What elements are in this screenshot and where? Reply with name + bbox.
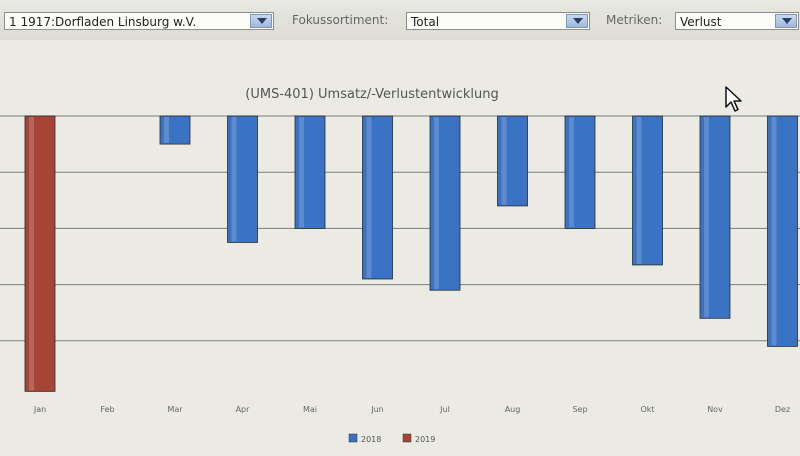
x-tick-label: Jun — [370, 405, 384, 414]
bar-highlight — [704, 117, 709, 318]
x-tick-label: Sep — [572, 405, 587, 414]
bar-highlight — [636, 117, 642, 264]
x-tick-label: Jul — [439, 405, 450, 414]
bar-highlight — [501, 117, 507, 205]
x-tick-label: Jan — [33, 405, 46, 414]
legend-label: 2019 — [415, 435, 435, 444]
store-select-value: 1 1917:Dorfladen Linsburg w.V. — [9, 15, 197, 29]
filter-toolbar: 1 1917:Dorfladen Linsburg w.V. Fokussort… — [0, 0, 800, 41]
bar-2018-nov[interactable] — [699, 115, 731, 319]
bar-2018-sep[interactable] — [564, 115, 596, 229]
bar-2018-apr[interactable] — [227, 115, 258, 243]
x-tick-label: Nov — [707, 405, 723, 414]
bar-highlight — [366, 117, 372, 278]
metrics-label: Metriken: — [606, 13, 663, 27]
metrics-select[interactable]: Verlust — [675, 12, 799, 30]
bar-2018-okt[interactable] — [632, 115, 663, 266]
bar-highlight — [299, 117, 304, 228]
chart-title: (UMS-401) Umsatz/-Verlustentwicklung — [245, 87, 498, 102]
bar-2018-aug[interactable] — [497, 115, 528, 207]
store-select[interactable]: 1 1917:Dorfladen Linsburg w.V. — [4, 12, 274, 30]
legend-swatch — [402, 433, 412, 443]
bar-highlight — [569, 117, 574, 228]
mouse-cursor-icon — [725, 86, 742, 112]
bar-2018-dez[interactable] — [767, 115, 798, 347]
x-tick-label: Aug — [505, 405, 521, 414]
metrics-value: Verlust — [680, 15, 722, 29]
chevron-down-icon[interactable] — [775, 14, 797, 28]
focus-assortment-select[interactable]: Total — [406, 12, 590, 30]
chevron-down-icon[interactable] — [250, 14, 272, 28]
focus-assortment-label: Fokussortiment: — [292, 13, 389, 27]
bar-2018-jul[interactable] — [429, 115, 461, 291]
bar-highlight — [771, 117, 777, 346]
chevron-down-icon[interactable] — [566, 14, 588, 28]
focus-assortment-value: Total — [411, 15, 440, 29]
bar-highlight — [434, 117, 439, 290]
bar-highlight — [231, 117, 237, 242]
x-tick-label: Okt — [640, 405, 654, 414]
bar-2019-jan[interactable] — [24, 115, 56, 392]
x-tick-label: Mar — [167, 405, 183, 414]
legend-label: 2018 — [361, 435, 381, 444]
loss-development-chart: (UMS-401) Umsatz/-Verlustentwicklung Jan… — [0, 87, 800, 444]
bar-highlight — [164, 117, 169, 144]
bar-2018-mai[interactable] — [294, 115, 326, 229]
bar-highlight — [29, 117, 34, 391]
legend-swatch — [348, 433, 358, 443]
bar-2018-jun[interactable] — [362, 115, 393, 280]
x-tick-label: Mai — [303, 405, 317, 414]
x-tick-label: Dez — [775, 405, 790, 414]
x-tick-label: Apr — [236, 405, 251, 414]
x-tick-label: Feb — [100, 405, 114, 414]
chart-panel: (UMS-401) Umsatz/-Verlustentwicklung Jan… — [0, 40, 800, 456]
bar-2018-mar[interactable] — [159, 115, 191, 145]
